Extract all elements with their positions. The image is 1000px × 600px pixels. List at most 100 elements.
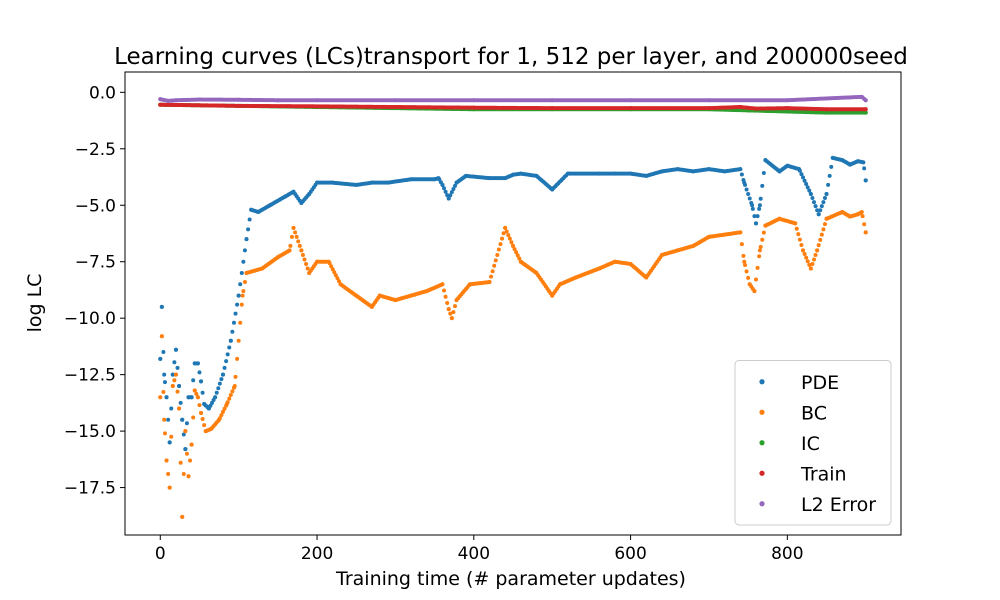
data-point (824, 216, 829, 221)
data-point (445, 300, 450, 305)
data-point (247, 217, 252, 222)
data-point (293, 230, 298, 235)
data-point (166, 472, 171, 477)
data-point (744, 187, 749, 192)
data-point (487, 176, 492, 181)
data-point (192, 361, 197, 366)
data-point (169, 434, 174, 439)
data-point (573, 275, 578, 280)
data-point (821, 227, 826, 232)
series-train (158, 102, 868, 112)
data-point (393, 105, 398, 110)
data-point (162, 372, 167, 377)
data-point (518, 259, 523, 264)
data-point (186, 395, 191, 400)
data-point (235, 356, 240, 361)
data-point (738, 105, 743, 110)
data-point (558, 282, 563, 287)
data-point (755, 265, 760, 270)
data-point (197, 370, 202, 375)
data-point (188, 458, 193, 463)
data-point (432, 177, 437, 182)
data-point (173, 98, 178, 103)
data-point (565, 171, 570, 176)
data-point (454, 180, 459, 185)
data-point (758, 244, 763, 249)
data-point (161, 389, 166, 394)
data-point (315, 98, 320, 103)
data-point (159, 334, 164, 339)
data-point (236, 293, 241, 298)
data-point (186, 474, 191, 479)
data-point (238, 320, 243, 325)
y-tick-label: 0.0 (89, 83, 116, 103)
data-point (747, 282, 752, 287)
data-point (489, 274, 494, 279)
legend-label-bc: BC (801, 402, 827, 424)
data-point (200, 390, 205, 395)
data-point (777, 169, 782, 174)
data-point (236, 103, 241, 108)
data-point (302, 257, 307, 262)
data-point (238, 282, 243, 287)
data-point (507, 236, 512, 241)
data-point (451, 186, 456, 191)
data-point (183, 429, 188, 434)
data-point (240, 293, 245, 298)
data-point (283, 194, 288, 199)
data-point (175, 389, 180, 394)
data-point (326, 259, 331, 264)
data-point (827, 173, 832, 178)
data-point (808, 191, 813, 196)
data-point (448, 311, 453, 316)
data-point (463, 173, 468, 178)
legend-marker-ic (759, 440, 765, 446)
data-point (291, 225, 296, 230)
data-point (628, 98, 633, 103)
data-point (409, 293, 414, 298)
data-point (747, 196, 752, 201)
data-point (442, 288, 447, 293)
data-point (191, 415, 196, 420)
data-point (249, 207, 254, 212)
data-point (785, 163, 790, 168)
data-point (307, 191, 312, 196)
data-point (173, 372, 178, 377)
data-point (815, 248, 820, 253)
data-point (315, 180, 320, 185)
data-point (761, 170, 766, 175)
data-point (550, 187, 555, 192)
data-point (184, 451, 189, 456)
data-point (195, 395, 200, 400)
data-point (744, 269, 749, 274)
data-point (644, 173, 649, 178)
data-point (230, 329, 235, 334)
data-point (177, 383, 182, 388)
data-point (855, 212, 860, 217)
data-point (785, 98, 790, 103)
data-point (446, 307, 451, 312)
data-point (863, 110, 868, 115)
data-point (449, 316, 454, 321)
data-point (821, 200, 826, 205)
data-point (763, 158, 768, 163)
data-point (307, 271, 312, 276)
data-point (213, 395, 218, 400)
data-point (440, 182, 445, 187)
data-point (862, 166, 867, 171)
data-point (180, 514, 185, 519)
data-point (228, 392, 233, 397)
data-point (722, 169, 727, 174)
data-point (628, 171, 633, 176)
data-point (801, 175, 806, 180)
data-point (824, 110, 829, 115)
plot-area (124, 71, 902, 536)
data-point (227, 396, 232, 401)
data-point (490, 269, 495, 274)
data-point (162, 431, 167, 436)
data-point (859, 94, 864, 99)
data-point (467, 282, 472, 287)
data-point (369, 304, 374, 309)
legend-box (734, 360, 892, 526)
data-point (760, 237, 765, 242)
